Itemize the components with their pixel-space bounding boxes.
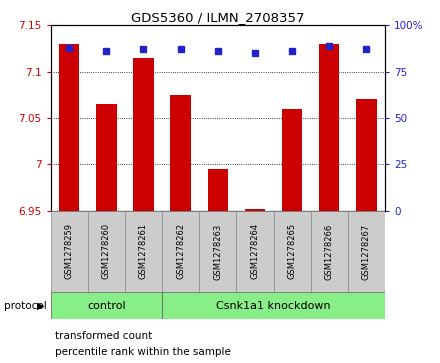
Text: ▶: ▶ xyxy=(37,301,45,311)
Bar xyxy=(319,44,340,211)
Bar xyxy=(51,211,88,292)
Bar xyxy=(348,211,385,292)
Bar xyxy=(170,95,191,211)
Text: GSM1278259: GSM1278259 xyxy=(65,223,73,280)
Bar xyxy=(282,109,302,211)
Text: GSM1278261: GSM1278261 xyxy=(139,223,148,280)
Text: GSM1278263: GSM1278263 xyxy=(213,223,222,280)
Bar xyxy=(59,44,79,211)
Text: transformed count: transformed count xyxy=(55,331,152,341)
Text: percentile rank within the sample: percentile rank within the sample xyxy=(55,347,231,358)
Bar xyxy=(162,211,199,292)
Bar xyxy=(208,169,228,211)
Text: GSM1278262: GSM1278262 xyxy=(176,223,185,280)
Title: GDS5360 / ILMN_2708357: GDS5360 / ILMN_2708357 xyxy=(131,11,304,24)
Bar xyxy=(236,211,274,292)
Text: GSM1278264: GSM1278264 xyxy=(250,223,260,280)
Bar xyxy=(245,209,265,211)
Text: control: control xyxy=(87,301,126,311)
Bar xyxy=(311,211,348,292)
Text: protocol: protocol xyxy=(4,301,47,311)
Bar xyxy=(274,211,311,292)
Text: GSM1278267: GSM1278267 xyxy=(362,223,371,280)
Bar xyxy=(162,292,385,319)
Text: GSM1278265: GSM1278265 xyxy=(288,223,297,280)
Bar xyxy=(96,104,117,211)
Text: GSM1278266: GSM1278266 xyxy=(325,223,334,280)
Bar xyxy=(356,99,377,211)
Bar xyxy=(133,58,154,211)
Bar xyxy=(88,211,125,292)
Text: Csnk1a1 knockdown: Csnk1a1 knockdown xyxy=(216,301,331,311)
Bar xyxy=(51,292,162,319)
Bar xyxy=(125,211,162,292)
Bar xyxy=(199,211,236,292)
Text: GSM1278260: GSM1278260 xyxy=(102,223,111,280)
